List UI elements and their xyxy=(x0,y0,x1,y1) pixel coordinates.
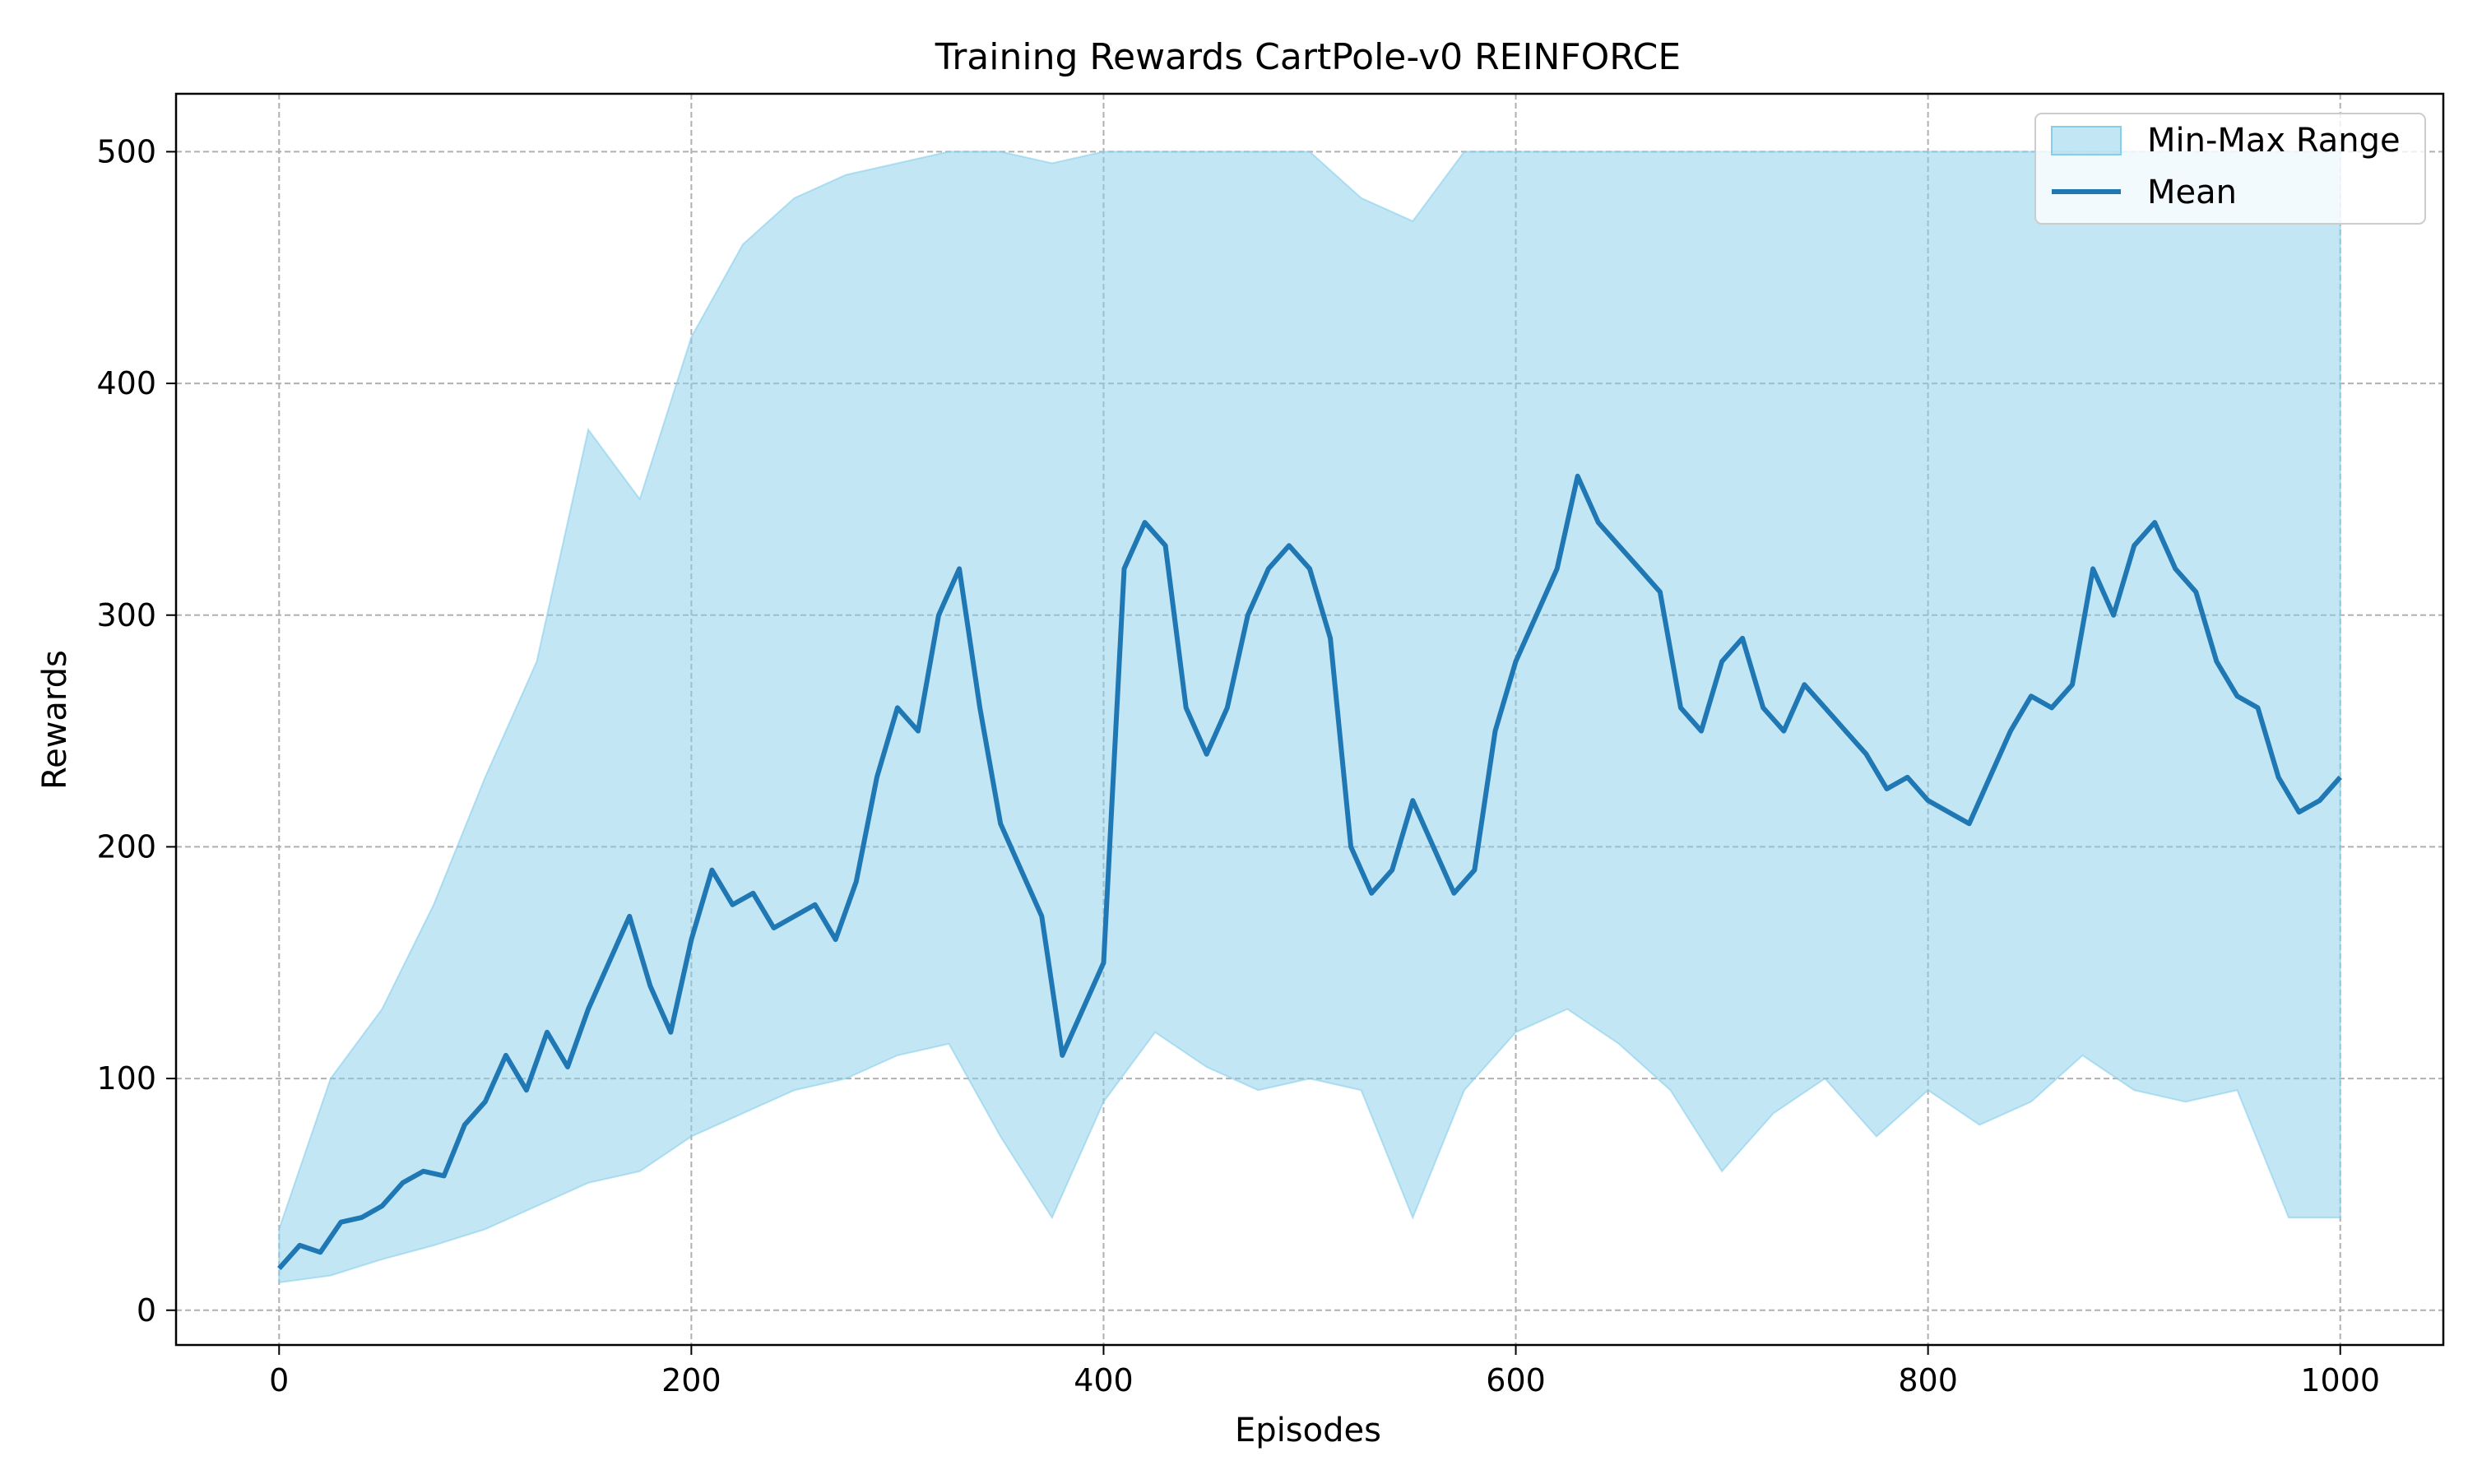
x-axis-ticks: 0 200 400 600 800 1000 xyxy=(269,1345,2380,1398)
y-tick-label: 100 xyxy=(96,1060,156,1097)
x-tick-label: 0 xyxy=(269,1362,289,1398)
x-axis-label: Episodes xyxy=(1235,1412,1381,1449)
x-tick-label: 200 xyxy=(661,1362,721,1398)
y-tick-label: 0 xyxy=(137,1292,156,1329)
y-tick-label: 500 xyxy=(96,133,156,169)
y-tick-label: 400 xyxy=(96,365,156,401)
min-max-band xyxy=(278,151,2341,1284)
plot-frame xyxy=(174,92,2445,1347)
y-axis-ticks: 0 100 200 300 400 500 xyxy=(96,133,176,1329)
legend: Min-Max Range Mean xyxy=(2034,113,2426,225)
legend-frame xyxy=(2034,113,2426,225)
x-tick-label: 1000 xyxy=(2300,1362,2380,1398)
legend-label-mean: Mean xyxy=(2147,174,2237,211)
x-tick-label: 400 xyxy=(1074,1362,1134,1398)
y-tick-label: 300 xyxy=(96,597,156,633)
x-tick-label: 600 xyxy=(1486,1362,1546,1398)
mean-line xyxy=(277,473,2342,1270)
y-tick-label: 200 xyxy=(96,828,156,865)
x-tick-label: 800 xyxy=(1898,1362,1958,1398)
legend-swatch-band xyxy=(2051,126,2122,155)
y-axis-label: Rewards xyxy=(36,650,74,790)
chart-title: Training Rewards CartPole-v0 REINFORCE xyxy=(935,36,1681,78)
legend-label-band: Min-Max Range xyxy=(2147,122,2401,160)
